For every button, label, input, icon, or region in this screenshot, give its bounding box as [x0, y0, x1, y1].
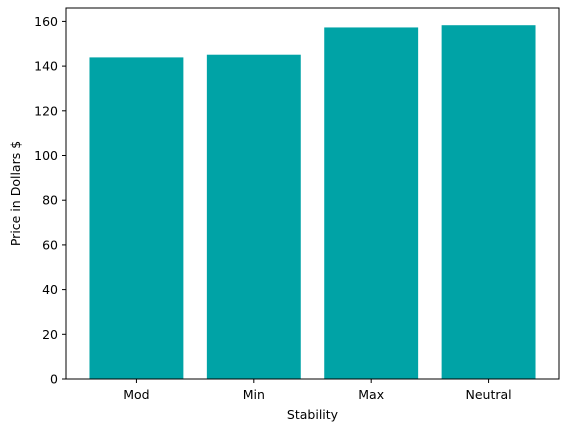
y-tick-label: 140: [34, 59, 58, 74]
bar-mod: [89, 57, 184, 379]
bar-group: [89, 25, 536, 380]
y-tick-label: 40: [42, 282, 58, 297]
x-tick-label: Mod: [123, 387, 149, 402]
x-tick-label: Min: [243, 387, 265, 402]
y-tick-label: 0: [50, 372, 58, 387]
x-axis-ticks: Mod Min Max Neutral: [123, 379, 512, 402]
y-tick-label: 20: [42, 327, 58, 342]
y-tick-label: 60: [42, 237, 58, 252]
bar-neutral: [441, 25, 536, 379]
y-tick-label: 100: [34, 148, 58, 163]
x-axis-label: Stability: [287, 407, 339, 422]
bar-min: [206, 54, 301, 380]
y-axis-ticks: 0 20 40 60 80 100 120 140 160: [34, 14, 66, 387]
y-tick-label: 80: [42, 193, 58, 208]
y-tick-label: 120: [34, 103, 58, 118]
x-tick-label: Neutral: [466, 387, 512, 402]
plot-frame: [65, 7, 560, 380]
bar-max: [324, 27, 419, 380]
y-axis-label: Price in Dollars $: [8, 141, 23, 246]
x-tick-label: Max: [358, 387, 384, 402]
y-tick-label: 160: [34, 14, 58, 29]
